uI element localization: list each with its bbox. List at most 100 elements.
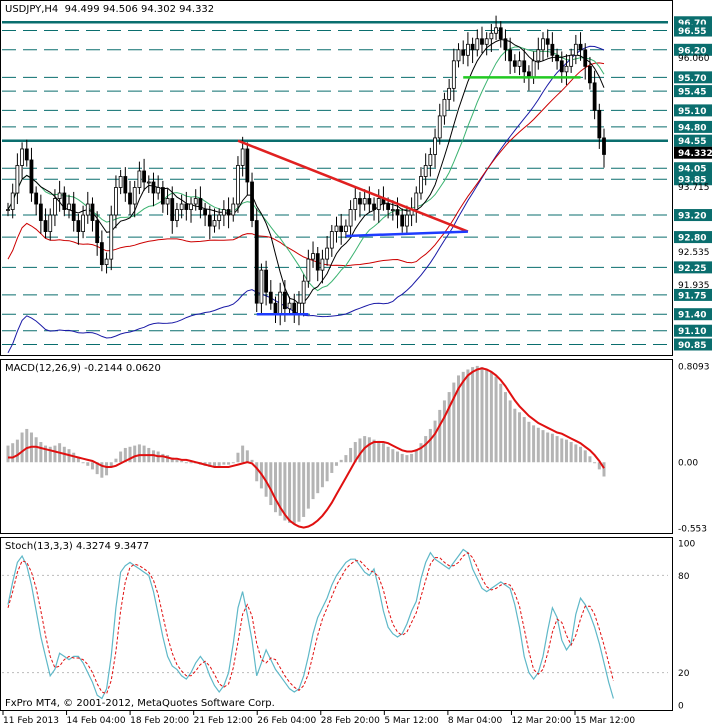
candle-body (372, 203, 376, 210)
level-label: 91.75 (678, 291, 706, 301)
macd-bar (316, 462, 320, 494)
macd-bar (142, 445, 146, 463)
macd-bar (15, 439, 19, 463)
macd-bar (161, 453, 165, 463)
candle-body (10, 192, 15, 210)
candle-body (48, 214, 53, 232)
macd-bar (410, 453, 414, 463)
candle-body (512, 60, 517, 67)
candle-body (555, 54, 559, 62)
candle-body (250, 181, 254, 221)
candle-body (189, 203, 193, 210)
level-label-box (674, 120, 712, 133)
candle-body (602, 137, 606, 155)
macd-bar (452, 382, 456, 463)
candle-body (156, 187, 161, 194)
candle-body (57, 192, 62, 199)
candle-body (376, 198, 381, 210)
level-label-box (674, 308, 712, 321)
candle-body (597, 109, 602, 139)
copyright-text: FxPro MT4, © 2001-2012, MetaQuotes Softw… (5, 698, 275, 709)
level-label: 95.45 (678, 88, 706, 98)
triangle-lower-line (345, 230, 468, 238)
candle-body (461, 49, 466, 56)
candle-body (386, 203, 391, 210)
candle-body (15, 165, 20, 194)
macd-bar (471, 367, 475, 463)
candle-body (442, 98, 447, 117)
candle-body (367, 198, 372, 205)
stoch-main-line (7, 548, 614, 700)
macd-bar (424, 436, 428, 463)
candle-body (278, 291, 283, 315)
candle-body (297, 302, 301, 315)
macd-bar (564, 439, 568, 463)
candle-body (226, 209, 231, 216)
candle-body (99, 242, 104, 266)
level-label-box (674, 162, 712, 175)
stoch-pane-frame (0, 537, 673, 711)
candle-body (423, 165, 428, 177)
candle-body (588, 65, 592, 84)
level-label-box (674, 24, 712, 37)
candle-body (292, 302, 297, 315)
candle-body (564, 65, 569, 73)
macd-bar (593, 462, 597, 464)
candle-body (583, 49, 588, 67)
level-label: 91.10 (678, 327, 706, 337)
candle-body (231, 203, 236, 216)
macd-bar (114, 458, 118, 463)
candle-body (170, 198, 175, 221)
x-tick-label: 8 Mar 04:00 (448, 716, 503, 726)
candle-body (34, 192, 39, 205)
macd-bar (433, 420, 437, 463)
candle-body (43, 220, 48, 232)
level-label: 93.85 (678, 176, 706, 186)
macd-bar (438, 409, 442, 463)
candle-body (245, 148, 250, 183)
candle-body (24, 148, 29, 161)
macd-bar (288, 462, 292, 523)
ma-red-line (7, 62, 605, 267)
macd-bar (499, 383, 503, 463)
macd-bar (245, 450, 249, 463)
level-label-box (674, 173, 712, 186)
candle-body (315, 253, 320, 271)
macd-tick-label: 0.8093 (678, 363, 710, 373)
macd-bar (386, 446, 390, 463)
macd-bar (550, 433, 554, 463)
macd-bar (180, 461, 184, 463)
candle-body (221, 209, 226, 216)
price-tick-label: 92.535 (678, 248, 710, 258)
candle-body (578, 43, 583, 51)
candle-body (536, 49, 541, 62)
candle-body (6, 209, 10, 211)
macd-bar (184, 462, 188, 464)
candle-body (517, 60, 522, 67)
level-label-box (674, 134, 712, 147)
candle-body (71, 203, 76, 221)
candle-body (475, 38, 480, 51)
candle-body (268, 291, 273, 304)
macd-bar (123, 447, 127, 463)
price-tick-label: 96.060 (678, 54, 710, 64)
candle-body (236, 165, 240, 205)
current-price-label: 94.332 (678, 149, 713, 159)
macd-signal-line (8, 367, 605, 529)
candle-body (20, 148, 24, 166)
macd-bar (264, 462, 268, 497)
candle-body (123, 176, 128, 194)
level-label-box (674, 288, 712, 301)
macd-bar (11, 443, 15, 463)
macd-bar (170, 457, 174, 463)
candle-body (348, 209, 353, 227)
macd-bar (546, 432, 550, 463)
macd-bar (419, 443, 423, 463)
stoch-signal-line (7, 552, 614, 695)
candle-body (334, 225, 339, 232)
level-label: 91.40 (678, 311, 706, 321)
macd-bar (283, 462, 287, 521)
macd-bar (109, 462, 113, 467)
macd-bar (555, 436, 559, 463)
candle-body (484, 38, 489, 45)
